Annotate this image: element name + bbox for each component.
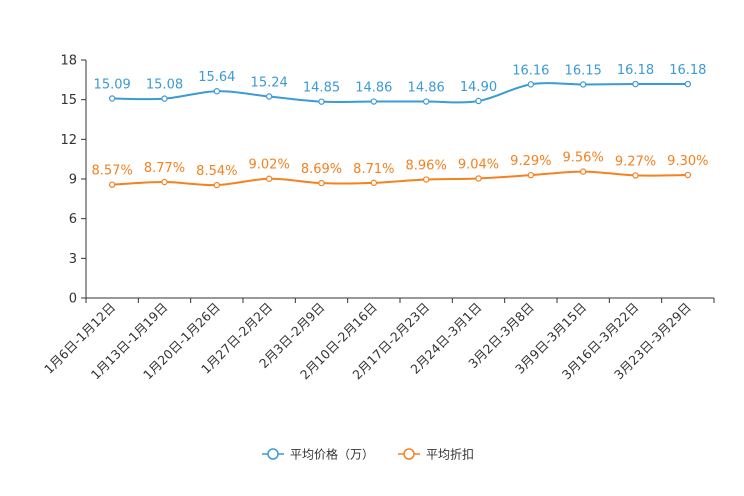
data-label: 15.08 bbox=[146, 78, 183, 93]
data-point[interactable] bbox=[422, 176, 430, 183]
data-label: 8.54% bbox=[196, 164, 237, 179]
legend[interactable]: 平均价格（万） 平均折扣 bbox=[262, 447, 474, 462]
data-label: 8.71% bbox=[353, 162, 394, 177]
data-label: 16.18 bbox=[669, 63, 706, 78]
data-label: 16.15 bbox=[565, 63, 602, 78]
data-label: 8.96% bbox=[406, 159, 447, 174]
data-point[interactable] bbox=[475, 175, 482, 182]
data-point[interactable] bbox=[213, 88, 221, 95]
y-tick-label: 0 bbox=[69, 292, 77, 307]
legend-item-2[interactable]: 平均折扣 bbox=[398, 447, 474, 462]
data-label: 16.18 bbox=[617, 63, 654, 78]
data-point[interactable] bbox=[108, 95, 116, 102]
data-label: 8.69% bbox=[301, 162, 342, 177]
data-point[interactable] bbox=[370, 98, 378, 105]
series-layer: 15.09 15.08 15.64 15.24 14.85 14.86 14.86 14.90… bbox=[92, 63, 708, 189]
y-tick-label: 6 bbox=[69, 212, 77, 227]
data-label: 9.04% bbox=[458, 157, 499, 172]
data-point[interactable] bbox=[318, 98, 325, 105]
data-point[interactable] bbox=[370, 179, 378, 187]
data-label: 14.86 bbox=[408, 81, 445, 96]
legend-label: 平均价格（万） bbox=[290, 447, 374, 462]
data-label: 9.29% bbox=[510, 154, 551, 169]
data-point[interactable] bbox=[422, 98, 430, 105]
data-label: 16.16 bbox=[512, 63, 549, 78]
data-label: 14.86 bbox=[355, 81, 392, 96]
data-point[interactable] bbox=[265, 175, 273, 182]
series-line bbox=[112, 170, 688, 187]
data-point[interactable] bbox=[161, 95, 168, 102]
data-label: 8.77% bbox=[144, 161, 185, 176]
data-label: 9.02% bbox=[249, 158, 290, 173]
data-label: 15.09 bbox=[94, 77, 131, 92]
data-label: 14.85 bbox=[303, 81, 340, 96]
data-point[interactable] bbox=[684, 171, 692, 179]
series-2: 8.57% 8.77% 8.54% 9.02% 8.69% 8.71% 8.96% 9.04%… bbox=[92, 151, 708, 189]
data-point[interactable] bbox=[108, 181, 116, 188]
data-label: 15.64 bbox=[198, 70, 235, 85]
data-point[interactable] bbox=[318, 179, 325, 187]
series-line bbox=[112, 82, 688, 104]
legend-item-1[interactable]: 平均价格（万） bbox=[262, 447, 374, 462]
data-point[interactable] bbox=[632, 80, 639, 88]
y-tick-label: 12 bbox=[60, 133, 77, 148]
y-tick-label: 15 bbox=[60, 93, 77, 108]
data-point[interactable] bbox=[213, 181, 221, 189]
axes: 03691215181月6日-1月12日1月13日-1月19日1月20日-1月2… bbox=[41, 54, 715, 382]
y-tick-label: 3 bbox=[69, 252, 77, 267]
data-point[interactable] bbox=[475, 97, 482, 105]
legend-marker bbox=[267, 448, 279, 460]
data-point[interactable] bbox=[527, 171, 535, 179]
data-point[interactable] bbox=[684, 80, 692, 88]
y-tick-label: 9 bbox=[69, 173, 77, 188]
data-point[interactable] bbox=[579, 81, 587, 88]
data-label: 9.56% bbox=[563, 151, 604, 166]
data-point[interactable] bbox=[265, 93, 273, 100]
y-tick-label: 18 bbox=[60, 54, 77, 69]
data-label: 9.30% bbox=[667, 154, 708, 169]
data-point[interactable] bbox=[161, 178, 168, 186]
data-point[interactable] bbox=[579, 168, 587, 175]
data-point[interactable] bbox=[527, 81, 535, 88]
legend-marker bbox=[403, 448, 415, 460]
data-label: 8.57% bbox=[92, 164, 133, 179]
data-label: 15.24 bbox=[251, 75, 288, 90]
data-label: 14.90 bbox=[460, 80, 497, 95]
legend-label: 平均折扣 bbox=[426, 447, 474, 462]
data-point[interactable] bbox=[632, 172, 639, 179]
series-1: 15.09 15.08 15.64 15.24 14.85 14.86 14.86 14.90… bbox=[94, 63, 706, 105]
data-label: 9.27% bbox=[615, 154, 656, 169]
